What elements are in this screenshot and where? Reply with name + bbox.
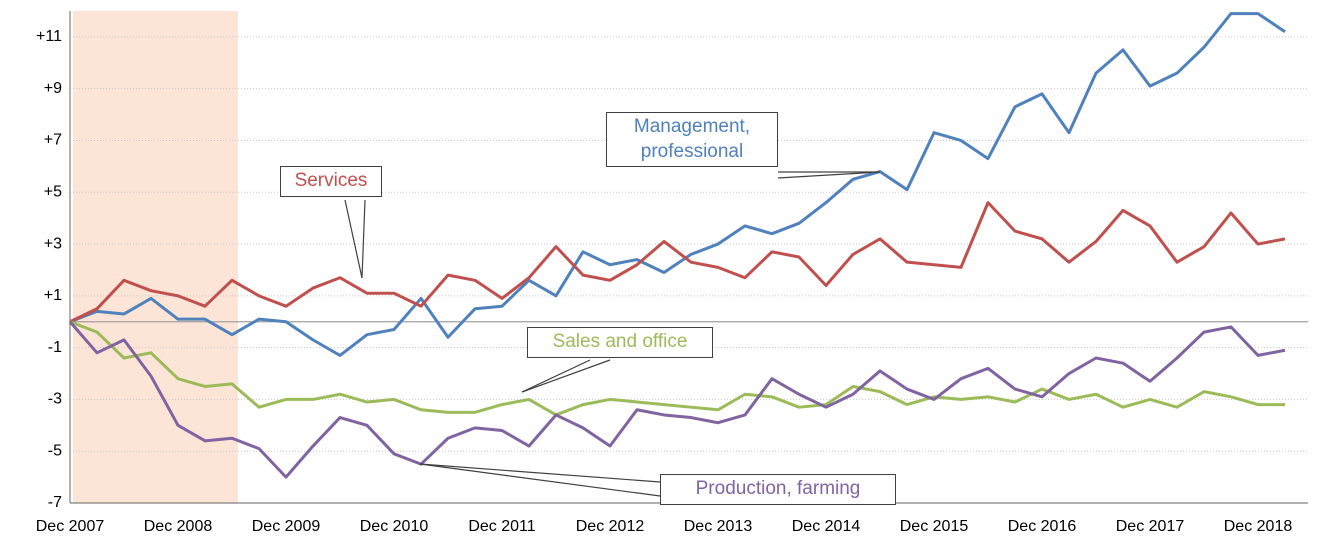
x-tick-label: Dec 2008 xyxy=(144,518,213,535)
x-tick-label: Dec 2018 xyxy=(1224,518,1293,535)
series-label: Management, professional xyxy=(606,112,778,168)
x-tick-label: Dec 2009 xyxy=(252,518,321,535)
y-tick-label: +5 xyxy=(44,183,62,200)
y-tick-label: -7 xyxy=(48,494,62,511)
leader-line xyxy=(419,463,661,497)
y-tick-label: +7 xyxy=(44,132,62,149)
x-tick-label: Dec 2015 xyxy=(900,518,969,535)
x-tick-label: Dec 2010 xyxy=(360,518,429,535)
y-tick-label: +11 xyxy=(36,28,62,45)
leader-line xyxy=(361,199,366,279)
leader-line xyxy=(777,171,881,179)
series-line xyxy=(69,201,1286,324)
leader-line xyxy=(419,463,661,483)
leader-line xyxy=(521,359,611,393)
series-label: Services xyxy=(280,166,382,197)
x-tick-label: Dec 2012 xyxy=(576,518,645,535)
recession-shade xyxy=(73,11,238,503)
series-line xyxy=(69,12,1286,357)
y-tick-label: -1 xyxy=(48,339,62,356)
y-tick-label: +9 xyxy=(44,80,62,97)
y-tick-label: -3 xyxy=(48,391,62,408)
series-label: Sales and office xyxy=(527,327,713,358)
leader-line xyxy=(521,359,591,393)
series-line xyxy=(68,320,1286,479)
x-tick-label: Dec 2013 xyxy=(684,518,753,535)
y-tick-label: +1 xyxy=(44,287,62,304)
y-tick-label: -5 xyxy=(48,442,62,459)
x-tick-label: Dec 2011 xyxy=(468,518,535,535)
y-tick-label: +3 xyxy=(44,235,62,252)
leader-line xyxy=(344,199,363,279)
x-tick-label: Dec 2014 xyxy=(792,518,861,535)
x-tick-label: Dec 2007 xyxy=(36,518,105,535)
series-line xyxy=(69,320,1285,417)
series-label: Production, farming xyxy=(660,474,896,505)
x-tick-label: Dec 2016 xyxy=(1008,518,1077,535)
x-tick-label: Dec 2017 xyxy=(1116,518,1185,535)
